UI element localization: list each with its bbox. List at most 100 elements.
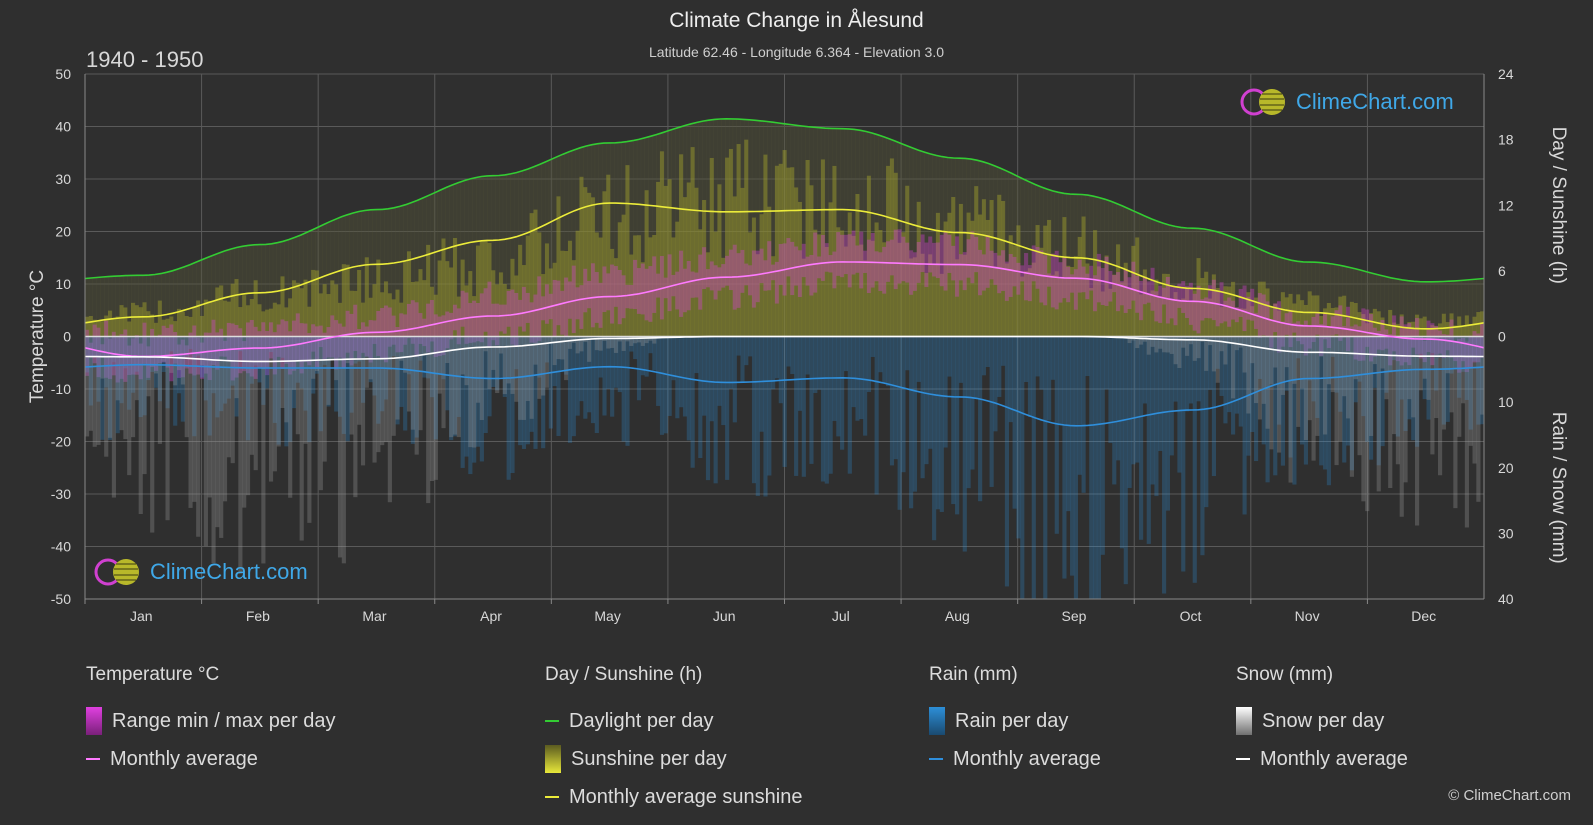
temp-range-bar	[1227, 297, 1232, 327]
sunshine-bar	[1288, 293, 1293, 337]
rain-bar	[652, 336, 657, 371]
sunshine-bar	[1242, 308, 1247, 337]
temp-range-bar	[1303, 320, 1308, 356]
snow-bar	[280, 336, 285, 409]
sunshine-bar	[1123, 262, 1128, 337]
rain-bar	[426, 336, 431, 379]
daylight-bar	[479, 176, 484, 337]
legend-item-rain-avg: Monthly average	[929, 740, 1101, 778]
temp-range-bar	[326, 327, 331, 358]
temp-range-bar	[602, 266, 607, 313]
snow-bar	[1415, 336, 1420, 526]
rain-bar	[387, 336, 392, 370]
daylight-bar	[1426, 281, 1431, 337]
rain-bar	[514, 336, 519, 370]
sunshine-bar	[345, 264, 350, 337]
daylight-bar	[1315, 262, 1320, 337]
daylight-bar	[970, 159, 975, 337]
sunshine-bar	[192, 306, 197, 337]
temp-range-bar	[92, 324, 97, 364]
daylight-bar	[644, 137, 649, 337]
y-left-axis-title: Temperature °C	[27, 270, 48, 403]
sunshine-bar	[644, 190, 649, 337]
snow-bar	[330, 336, 335, 360]
sunshine-bar	[1265, 288, 1270, 337]
rain-bar	[790, 336, 795, 375]
snow-bar	[403, 336, 408, 373]
rain-bar	[353, 336, 358, 364]
sunshine-bar	[771, 256, 776, 337]
rain-bar	[326, 336, 331, 407]
sunshine-bar	[797, 201, 803, 337]
sunshine-bar	[667, 179, 672, 337]
snow-bar	[1323, 336, 1328, 435]
temp-range-bar	[1139, 280, 1144, 321]
temp-range-bar	[345, 310, 350, 353]
temp-range-bar	[1208, 285, 1213, 319]
sunshine-bar	[1073, 256, 1079, 337]
daylight-bar	[763, 121, 768, 337]
snow-bar	[1453, 336, 1458, 509]
rain-bar	[590, 336, 596, 424]
sunshine-bar	[1077, 236, 1082, 337]
daylight-bar	[326, 222, 331, 337]
daylight-bar	[1039, 186, 1044, 337]
daylight-bar	[1066, 193, 1071, 337]
y-right-bottom-axis-title: Rain / Snow (mm)	[1548, 412, 1569, 564]
temp-range-bar	[1096, 253, 1102, 303]
snow-bar	[410, 336, 415, 430]
rain-bar	[709, 336, 714, 422]
snow-bar	[1211, 336, 1216, 372]
rain-bar	[196, 336, 201, 356]
copyright: © ClimeChart.com	[1448, 787, 1571, 804]
daylight-bar	[299, 234, 304, 337]
sunshine-bar	[238, 307, 243, 337]
snow-bar	[1449, 336, 1454, 413]
daylight-bar	[353, 212, 358, 337]
snow-bar	[395, 336, 400, 420]
sunshine-bar	[778, 163, 783, 337]
temp-range-bar	[176, 344, 182, 378]
climechart-logo-icon	[1240, 88, 1285, 116]
sunshine-bar	[272, 302, 277, 337]
snow-bar	[1480, 336, 1485, 415]
temp-range-bar	[234, 324, 239, 378]
sunshine-bar	[1185, 287, 1190, 337]
sunshine-bar	[215, 287, 220, 337]
rain-bar	[1150, 336, 1155, 485]
rain-bar	[805, 336, 810, 375]
sunshine-bar	[253, 280, 258, 337]
chart-subtitle: Latitude 62.46 - Longitude 6.364 - Eleva…	[649, 44, 944, 60]
sunshine-bar	[406, 251, 412, 337]
temp-range-bar	[337, 323, 343, 358]
daylight-bar	[1211, 230, 1216, 337]
rain-bar	[786, 336, 791, 367]
daylight-bar	[1227, 235, 1232, 337]
snow-bar	[276, 336, 281, 447]
temp-range-bar	[644, 268, 649, 321]
rain-bar	[732, 336, 737, 423]
logo-bottom[interactable]: ClimeChart.com	[94, 556, 308, 588]
rain-bar	[314, 336, 320, 374]
daylight-bar	[1353, 268, 1358, 337]
logo-top[interactable]: ClimeChart.com	[1240, 86, 1454, 118]
rain-bar	[311, 336, 316, 394]
temp-range-bar	[1438, 330, 1443, 354]
snow-bar	[88, 336, 93, 431]
daylight-bar	[640, 138, 645, 337]
x-tick-label: Sep	[1061, 608, 1086, 624]
rain-bar	[414, 336, 419, 438]
temp-range-bar	[502, 304, 507, 334]
y-right-bottom-tick-label: 20	[1498, 460, 1514, 476]
temp-range-bar	[1292, 322, 1297, 333]
rain-bar	[100, 336, 105, 440]
daylight-bar	[1242, 242, 1247, 337]
sunshine-bar	[610, 248, 615, 337]
snow-bar	[349, 336, 354, 435]
sunshine-bar	[855, 194, 860, 337]
daylight-bar	[1346, 267, 1351, 337]
snow-bar	[506, 336, 511, 384]
sunshine-bar	[633, 235, 638, 337]
temp-range-bar	[1223, 300, 1228, 322]
sunshine-bar	[1468, 324, 1473, 337]
